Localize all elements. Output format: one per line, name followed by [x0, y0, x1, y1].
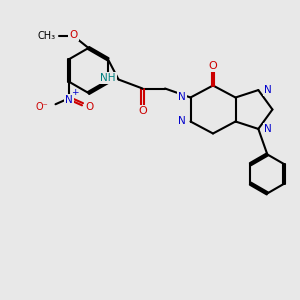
Text: O: O: [138, 106, 147, 116]
Text: O⁻: O⁻: [35, 102, 48, 112]
Text: N: N: [264, 85, 272, 95]
Text: O: O: [69, 29, 78, 40]
Text: NH: NH: [100, 73, 116, 83]
Text: N: N: [65, 95, 73, 105]
Text: O: O: [208, 61, 217, 71]
Text: N: N: [178, 116, 186, 127]
Text: O: O: [85, 102, 94, 112]
Text: N: N: [264, 124, 272, 134]
Text: +: +: [71, 88, 78, 97]
Text: CH₃: CH₃: [38, 31, 56, 41]
Text: N: N: [178, 92, 186, 103]
